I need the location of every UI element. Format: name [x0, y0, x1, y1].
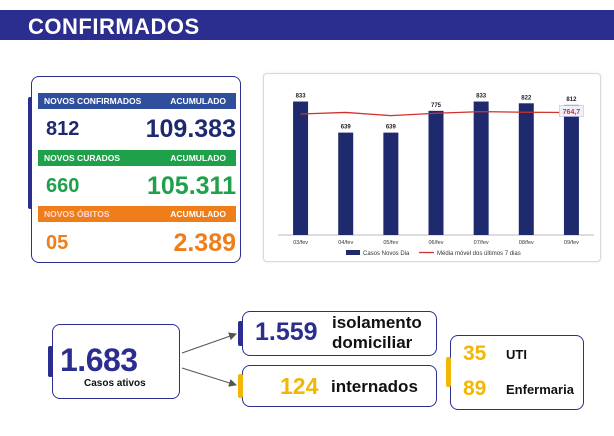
bar-data-label: 812 [566, 97, 577, 103]
bar-data-label: 639 [386, 125, 397, 131]
isolation-label-line1: isolamento [332, 313, 422, 332]
x-tick-label: 04/fev [338, 240, 353, 246]
deaths-acc-label: ACUMULADO [170, 209, 226, 219]
deaths-total-value: 2.389 [173, 229, 236, 257]
bar [563, 104, 579, 236]
header-banner: CONFIRMADOS [0, 10, 614, 40]
confirmed-acc-label: ACUMULADO [170, 96, 226, 106]
bar [518, 103, 534, 235]
x-tick-label: 07/fev [474, 240, 489, 246]
active-cases-card [52, 324, 180, 399]
confirmed-band: NOVOS CONFIRMADOS ACUMULADO [38, 93, 236, 109]
hospital-breakdown-card [450, 335, 584, 410]
x-tick-label: 08/fev [519, 240, 534, 246]
isolation-label: isolamento domiciliar [332, 313, 422, 353]
deaths-label: NOVOS ÓBITOS [44, 209, 110, 219]
bar [338, 132, 354, 235]
isolation-label-line2: domiciliar [332, 333, 413, 352]
bar-data-label: 833 [296, 94, 307, 100]
hospitalized-accent-bar [238, 374, 243, 398]
legend-swatch-bars [346, 250, 360, 255]
legend-label-bars: Casos Novos Dia [363, 251, 410, 257]
hospitalized-value: 124 [280, 373, 319, 399]
moving-average-line [300, 110, 572, 117]
hospitalized-label: internados [331, 377, 418, 396]
bar [293, 101, 309, 235]
x-tick-label: 09/fev [564, 240, 579, 246]
active-accent-bar [48, 346, 53, 377]
bar-data-label: 833 [476, 94, 487, 100]
x-tick-label: 03/fev [293, 240, 308, 246]
isolation-card [242, 311, 437, 356]
stats-accent-bar [28, 97, 32, 209]
hospitalized-card [242, 365, 437, 407]
ward-label: Enfermaria [506, 382, 574, 397]
recovered-band: NOVOS CURADOS ACUMULADO [38, 150, 236, 166]
recovered-total-value: 105.311 [147, 172, 236, 200]
recovered-acc-label: ACUMULADO [170, 153, 226, 163]
recovered-new-value: 660 [46, 175, 80, 197]
deaths-band: NOVOS ÓBITOS ACUMULADO [38, 206, 236, 222]
x-tick-label: 06/fev [429, 240, 444, 246]
arrow-to-isolation [181, 332, 237, 354]
isolation-accent-bar [238, 321, 243, 346]
recovered-label: NOVOS CURADOS [44, 153, 121, 163]
confirmed-label: NOVOS CONFIRMADOS [44, 96, 142, 106]
active-cases-label: Casos ativos [84, 378, 146, 389]
bar-data-label: 822 [521, 95, 532, 101]
hospital-accent-bar [446, 357, 451, 387]
uti-label: UTI [506, 347, 527, 362]
bar-data-label: 639 [341, 125, 352, 131]
ward-value: 89 [463, 377, 487, 400]
bar-data-label: 775 [431, 103, 442, 109]
chart-card: 833 03/fev 639 04/fev 639 05/fev 775 06/fev 833 0… [263, 73, 601, 262]
confirmed-new-value: 812 [46, 118, 80, 140]
uti-value: 35 [463, 342, 487, 365]
bar [473, 101, 489, 235]
annotation-label: 764,7 [563, 109, 581, 116]
legend-label-line: Média móvel dos últimos 7 dias [437, 251, 521, 257]
confirmed-total-value: 109.383 [145, 115, 236, 143]
bar [383, 132, 399, 235]
annotation-box [559, 105, 584, 117]
isolation-value: 1.559 [255, 318, 318, 346]
bar [428, 110, 444, 235]
active-cases-value: 1.683 [60, 342, 138, 378]
page-title: CONFIRMADOS [28, 14, 200, 39]
deaths-new-value: 05 [46, 232, 69, 254]
cases-chart: 833 03/fev 639 04/fev 639 05/fev 775 06/fev 833 0… [278, 94, 594, 257]
x-tick-label: 05/fev [383, 240, 398, 246]
arrow-to-hospitalized [181, 367, 237, 387]
